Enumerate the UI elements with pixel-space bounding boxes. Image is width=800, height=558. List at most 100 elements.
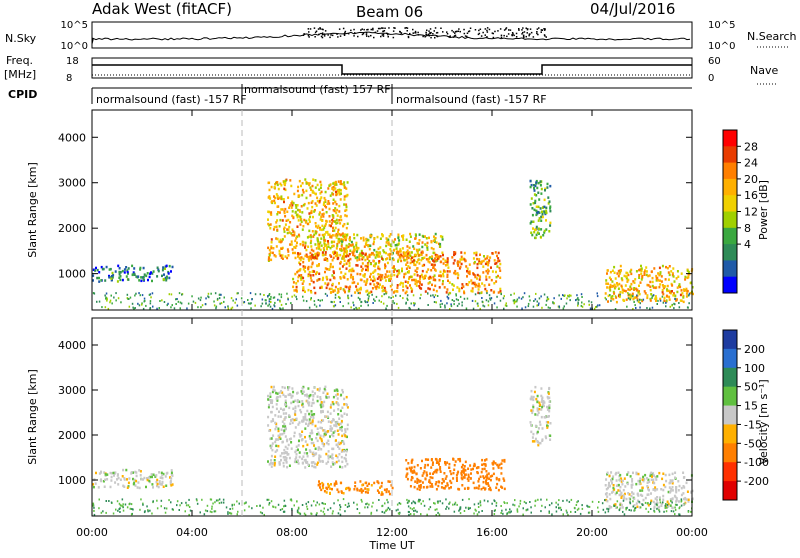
cpid-segment-2: normalsound (fast) 157 RF [244,83,391,96]
echo-cell [286,451,289,454]
echo-cell [640,278,643,281]
echo-cell [487,269,490,273]
echo-cell [637,494,640,497]
echo-cell [448,281,451,284]
nsky-dot [365,33,368,36]
echo-cell [463,258,466,261]
echo-cell [103,471,106,474]
echo-cell [348,269,351,273]
ground-scatter [409,307,411,310]
echo-cell [486,256,489,260]
echo-cell [343,433,346,436]
echo-cell [635,287,638,291]
echo-cell [403,275,405,279]
echo-cell [309,186,312,189]
echo-cell [470,279,473,282]
echo-cell [531,409,534,412]
echo-cell [352,253,355,257]
ground-scatter [331,512,334,515]
colorbar-swatch [723,276,737,294]
echo-cell [101,267,104,271]
echo-cell [132,482,135,486]
echo-cell [632,471,634,475]
ground-scatter [658,510,661,513]
echo-cell [534,437,537,441]
echo-cell [278,391,281,395]
echo-cell [360,487,363,491]
echo-cell [649,299,652,302]
echo-cell [609,289,612,292]
ground-scatter [188,506,191,508]
echo-cell [405,267,408,270]
echo-cell [308,396,310,400]
echo-cell [309,241,312,245]
echo-cell [420,283,423,286]
ground-scatter [505,302,507,305]
ground-scatter [547,306,550,309]
nsky-dot [499,28,502,30]
echo-cell [488,283,491,286]
ground-scatter [432,294,434,297]
echo-cell [432,288,435,292]
ground-scatter [614,308,617,310]
echo-cell [644,473,647,477]
echo-cell [279,240,282,244]
echo-cell [497,488,500,492]
echo-cell [391,266,394,269]
echo-cell [409,235,412,238]
echo-cell [377,265,380,268]
ground-scatter [671,304,673,307]
nsky-dot [518,28,520,30]
echo-cell [139,470,142,473]
ground-scatter [337,295,340,298]
echo-cell [332,216,335,219]
echo-cell [396,243,399,247]
echo-cell [139,474,142,477]
ground-scatter [118,502,121,505]
ground-scatter [669,305,671,308]
ground-scatter [132,306,134,309]
echo-cell [155,474,158,477]
ground-scatter [467,508,470,510]
ground-scatter [502,297,505,300]
echo-cell [636,505,639,508]
echo-cell [291,234,294,237]
echo-cell [638,292,641,296]
y-tick-label: 4000 [58,131,86,144]
echo-cell [343,442,346,446]
echo-cell [328,220,331,223]
nsky-dot [373,36,375,39]
echo-cell [370,234,373,238]
nsky-dot [319,27,321,29]
x-tick-label: 16:00 [476,526,508,539]
echo-cell [271,448,274,452]
echo-cell [467,479,470,482]
ground-scatter [581,507,584,510]
echo-cell [503,460,506,463]
echo-cell [461,477,464,481]
nsky-dot [387,33,389,36]
echo-cell [408,276,411,279]
nsky-dot [343,34,346,36]
echo-cell [142,266,145,270]
echo-cell [346,462,349,466]
echo-cell [324,282,327,285]
echo-cell [680,272,683,275]
ground-scatter [233,503,235,506]
echo-cell [612,484,615,487]
echo-cell [432,259,434,262]
echo-cell [283,235,286,238]
echo-cell [491,474,494,478]
echo-cell [453,463,456,467]
echo-cell [304,466,307,469]
echo-cell [432,247,435,251]
nsky-dot [307,28,310,30]
echo-cell [318,389,321,392]
nsky-dot [343,33,346,35]
echo-cell [316,237,319,240]
nsky-dot [392,30,395,32]
echo-cell [294,413,297,416]
echo-cell [676,290,679,294]
nsky-dot [468,30,471,32]
echo-cell [302,257,305,261]
